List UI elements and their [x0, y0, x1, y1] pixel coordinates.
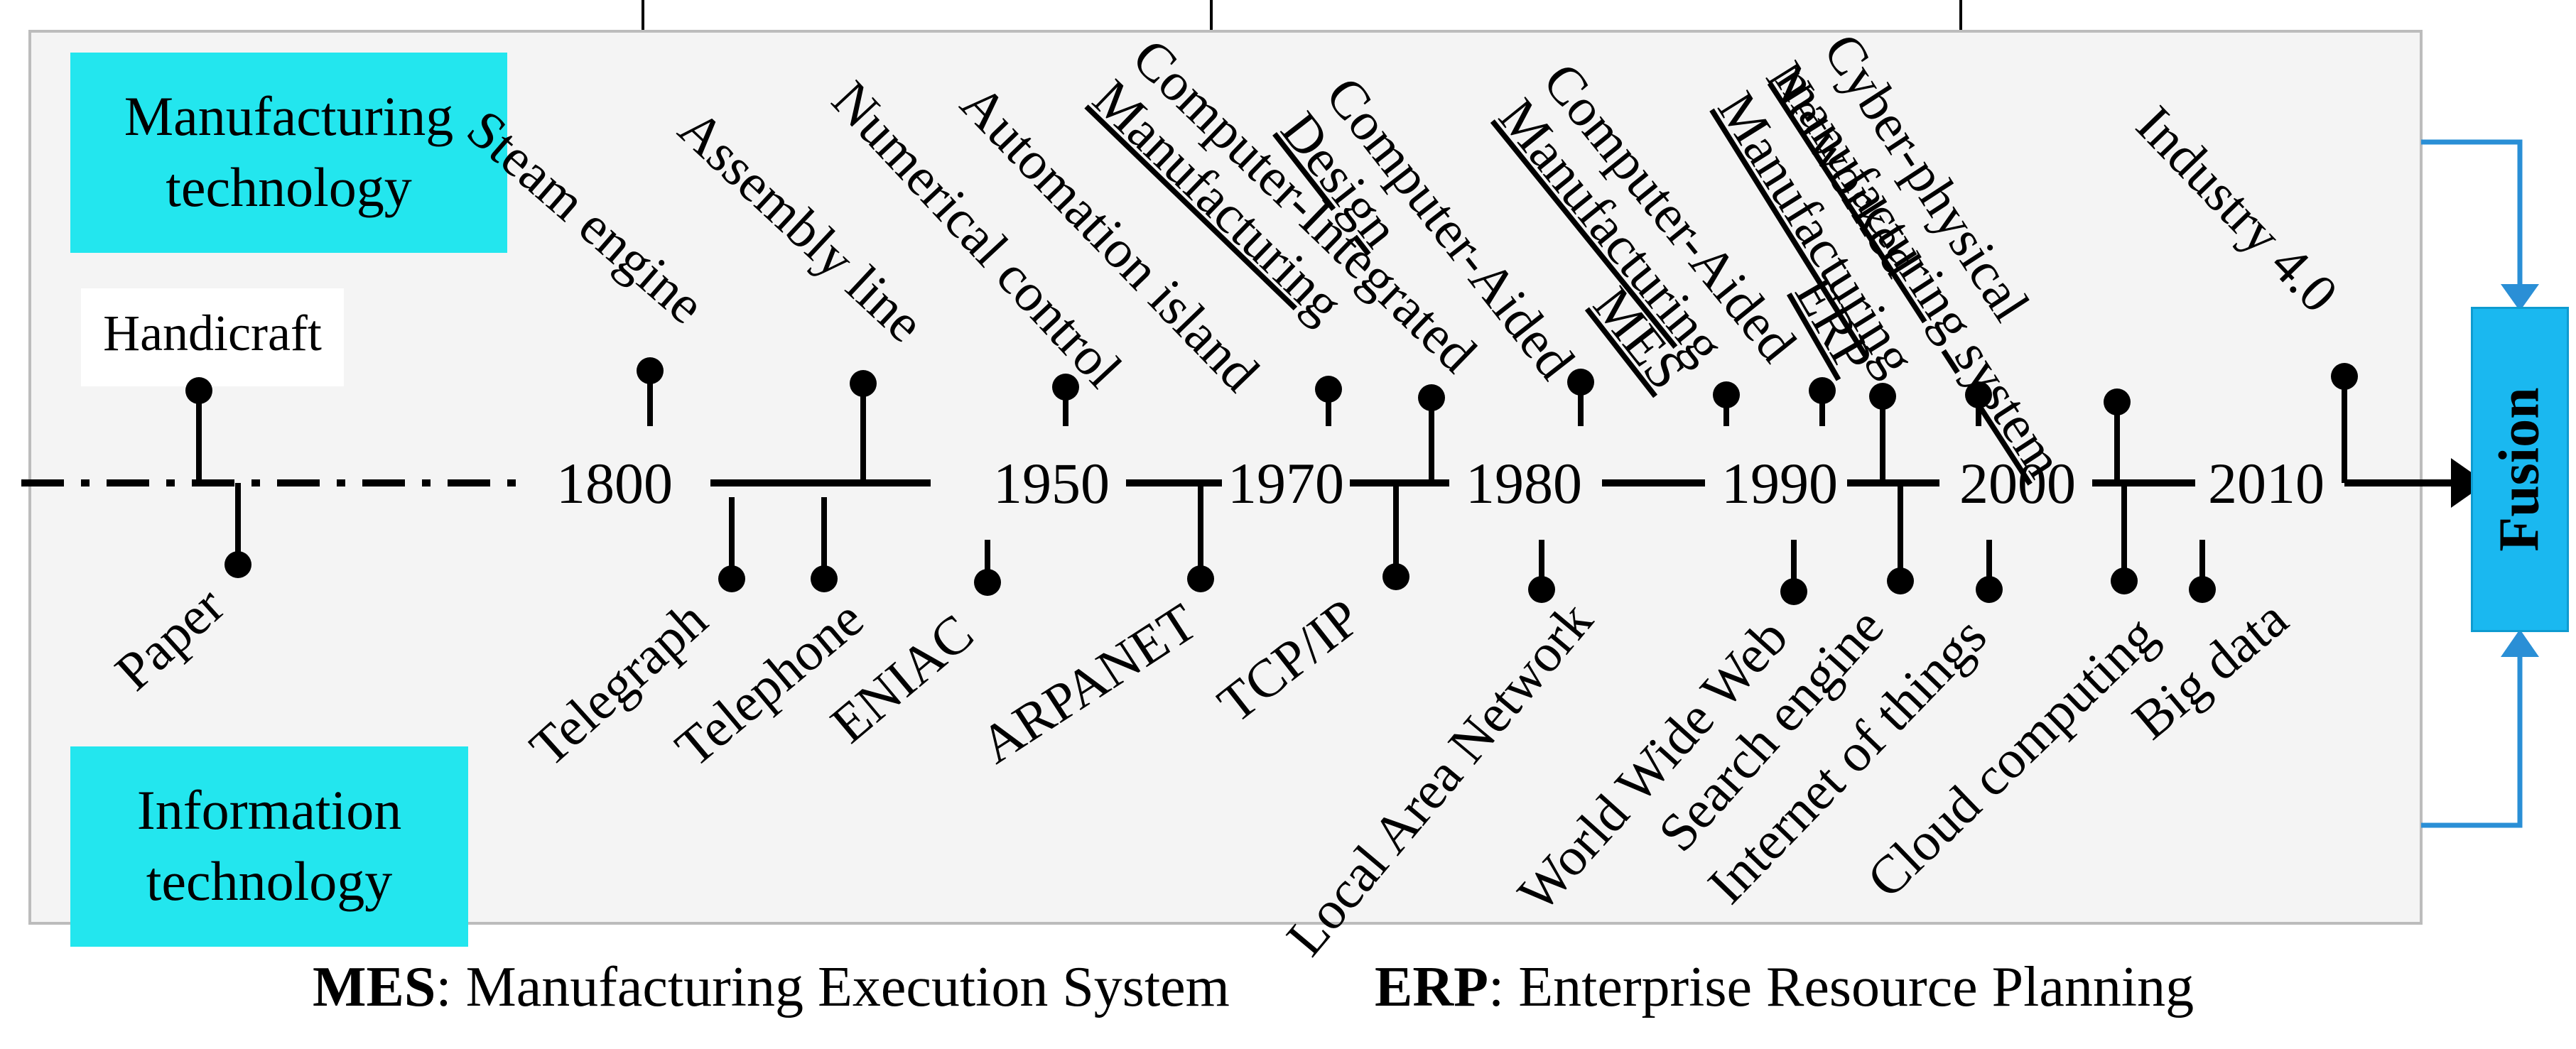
information-label-0: Paper — [104, 575, 236, 702]
manufacturing-dot-5 — [1418, 384, 1445, 411]
information-label-10: Cloud computing — [1856, 605, 2168, 910]
information-dot-10 — [2111, 567, 2138, 594]
information-box-line-1: Information — [136, 779, 402, 841]
legend-erp-abbr: ERP — [1375, 956, 1488, 1018]
information-dot-5 — [1382, 563, 1409, 590]
information-dot-6 — [1528, 576, 1555, 603]
information-dot-7 — [1780, 578, 1807, 605]
manufacturing-dot-8 — [1809, 377, 1836, 404]
manufacturing-dot-6 — [1567, 369, 1594, 396]
manufacturing-dot-12 — [2331, 363, 2358, 390]
fusion-box: Fusion — [2471, 307, 2569, 632]
legend-mes-abbr: MES — [313, 956, 436, 1018]
manufacturing-label-line: Industry 4.0 — [2125, 94, 2349, 324]
fusion-arrows — [2421, 139, 2539, 828]
manufacturing-dot-2 — [850, 370, 877, 397]
event-stems — [185, 357, 2358, 605]
information-dot-9 — [1976, 576, 2003, 603]
manufacturing-dot-11 — [2104, 388, 2131, 415]
information-label-4: ARPANET — [970, 592, 1207, 776]
bottom-connector-line — [2421, 650, 2523, 828]
top-connector-arrowhead — [2501, 284, 2539, 311]
manufacturing-dot-7 — [1713, 381, 1740, 408]
information-dot-0 — [224, 551, 251, 578]
information-dot-4 — [1187, 565, 1214, 592]
information-dot-1 — [718, 565, 745, 592]
information-label-11: Big data — [2121, 589, 2299, 751]
manufacturing-box-line-1: Manufacturing — [124, 85, 454, 147]
information-technology-box: Information technology — [70, 746, 468, 947]
axis-arrowhead — [2451, 458, 2486, 508]
legend-erp-definition: : Enterprise Resource Planning — [1488, 956, 2195, 1018]
manufacturing-dot-4 — [1315, 376, 1342, 403]
legend-mes-definition: : Manufacturing Execution System — [435, 956, 1230, 1018]
diagram-panel: Manufacturing technology Handicraft Info… — [28, 30, 2423, 947]
information-dot-2 — [811, 565, 838, 592]
timeline-axis — [21, 0, 2486, 508]
legend-erp: ERP: Enterprise Resource Planning — [1375, 955, 2194, 1020]
manufacturing-box-line-2: technology — [166, 156, 412, 218]
top-connector-line — [2421, 139, 2523, 291]
legend-mes: MES: Manufacturing Execution System — [313, 955, 1230, 1020]
information-dot-3 — [974, 569, 1001, 596]
information-box-line-2: technology — [146, 850, 393, 912]
manufacturing-dot-3 — [1052, 374, 1079, 401]
manufacturing-dot-0 — [185, 377, 212, 404]
manufacturing-label-11: Industry 4.0 — [2125, 94, 2349, 324]
fusion-label: Fusion — [2488, 387, 2551, 552]
information-dot-8 — [1887, 567, 1914, 594]
bottom-connector-arrowhead — [2501, 629, 2539, 657]
handicraft-label: Handicraft — [103, 305, 322, 362]
year-label-1800: 1800 — [556, 451, 673, 516]
manufacturing-dot-10 — [1965, 381, 1992, 408]
year-label-1970: 1970 — [1228, 451, 1344, 516]
year-label-2000: 2000 — [1959, 451, 2076, 516]
year-label-1980: 1980 — [1466, 451, 1582, 516]
year-label-1950: 1950 — [993, 451, 1110, 516]
handicraft-label-box: Handicraft — [81, 288, 344, 386]
manufacturing-dot-1 — [637, 357, 664, 384]
manufacturing-technology-box: Manufacturing technology — [70, 53, 507, 253]
information-dot-11 — [2189, 576, 2216, 603]
year-label-1990: 1990 — [1721, 451, 1838, 516]
year-label-2010: 2010 — [2208, 451, 2325, 516]
manufacturing-dot-9 — [1869, 383, 1896, 410]
information-label-5: TCP/IP — [1207, 587, 1371, 734]
